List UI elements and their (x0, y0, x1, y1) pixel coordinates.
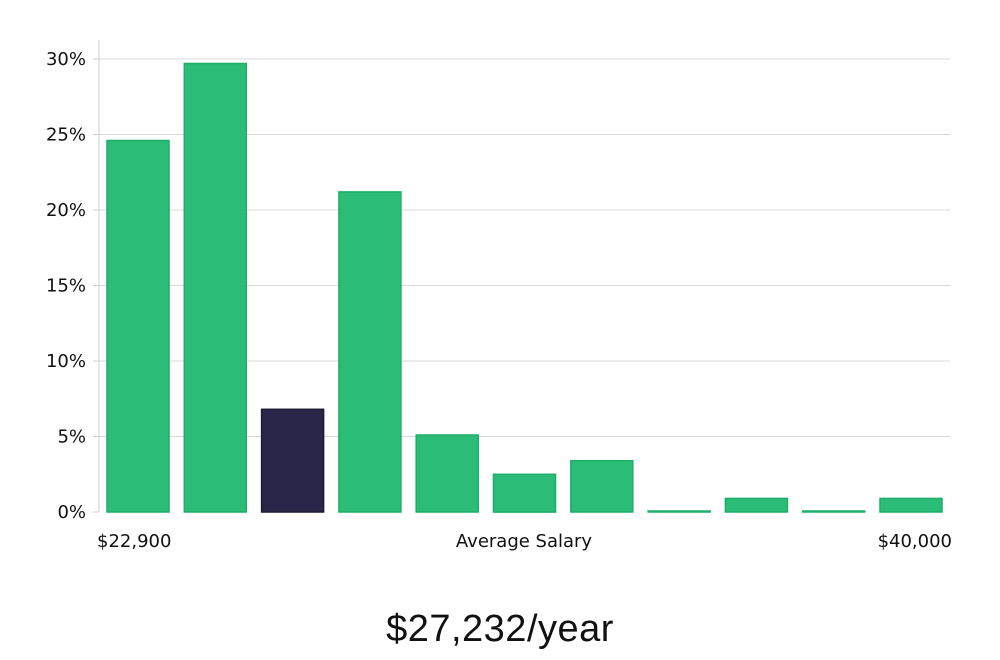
bar-10 (879, 497, 943, 513)
x-min-label: $22,900 (97, 531, 171, 552)
y-tick-labels: 0% 5% 10% 15% 20% 25% 30% (46, 49, 99, 523)
bar-highlighted-2 (260, 408, 325, 513)
x-max-label: $40,000 (878, 531, 952, 552)
y-tick-label-0: 0% (57, 502, 86, 523)
bar-8 (724, 497, 789, 513)
y-tick-label-10: 10% (46, 351, 86, 372)
x-axis-title: Average Salary (456, 531, 593, 552)
salary-histogram-chart: 0% 5% 10% 15% 20% 25% 30% $22,900 Average Sala… (46, 40, 952, 552)
bar-7 (647, 510, 711, 513)
y-tick-label-20: 20% (46, 200, 86, 221)
bar-9 (801, 510, 866, 513)
y-tick-label-5: 5% (57, 427, 86, 448)
x-axis-labels: $22,900 Average Salary $40,000 (97, 531, 952, 552)
y-tick-label-30: 30% (46, 49, 86, 70)
bar-5 (492, 473, 557, 513)
y-tick-label-15: 15% (46, 276, 86, 297)
bar-1 (183, 62, 248, 513)
y-tick-label-25: 25% (46, 125, 86, 146)
bar-6 (570, 459, 634, 513)
bar-3 (338, 191, 402, 513)
bars (106, 62, 943, 513)
bar-0 (106, 139, 170, 513)
average-salary-value: $27,232/year (386, 608, 614, 650)
bar-4 (415, 434, 479, 513)
